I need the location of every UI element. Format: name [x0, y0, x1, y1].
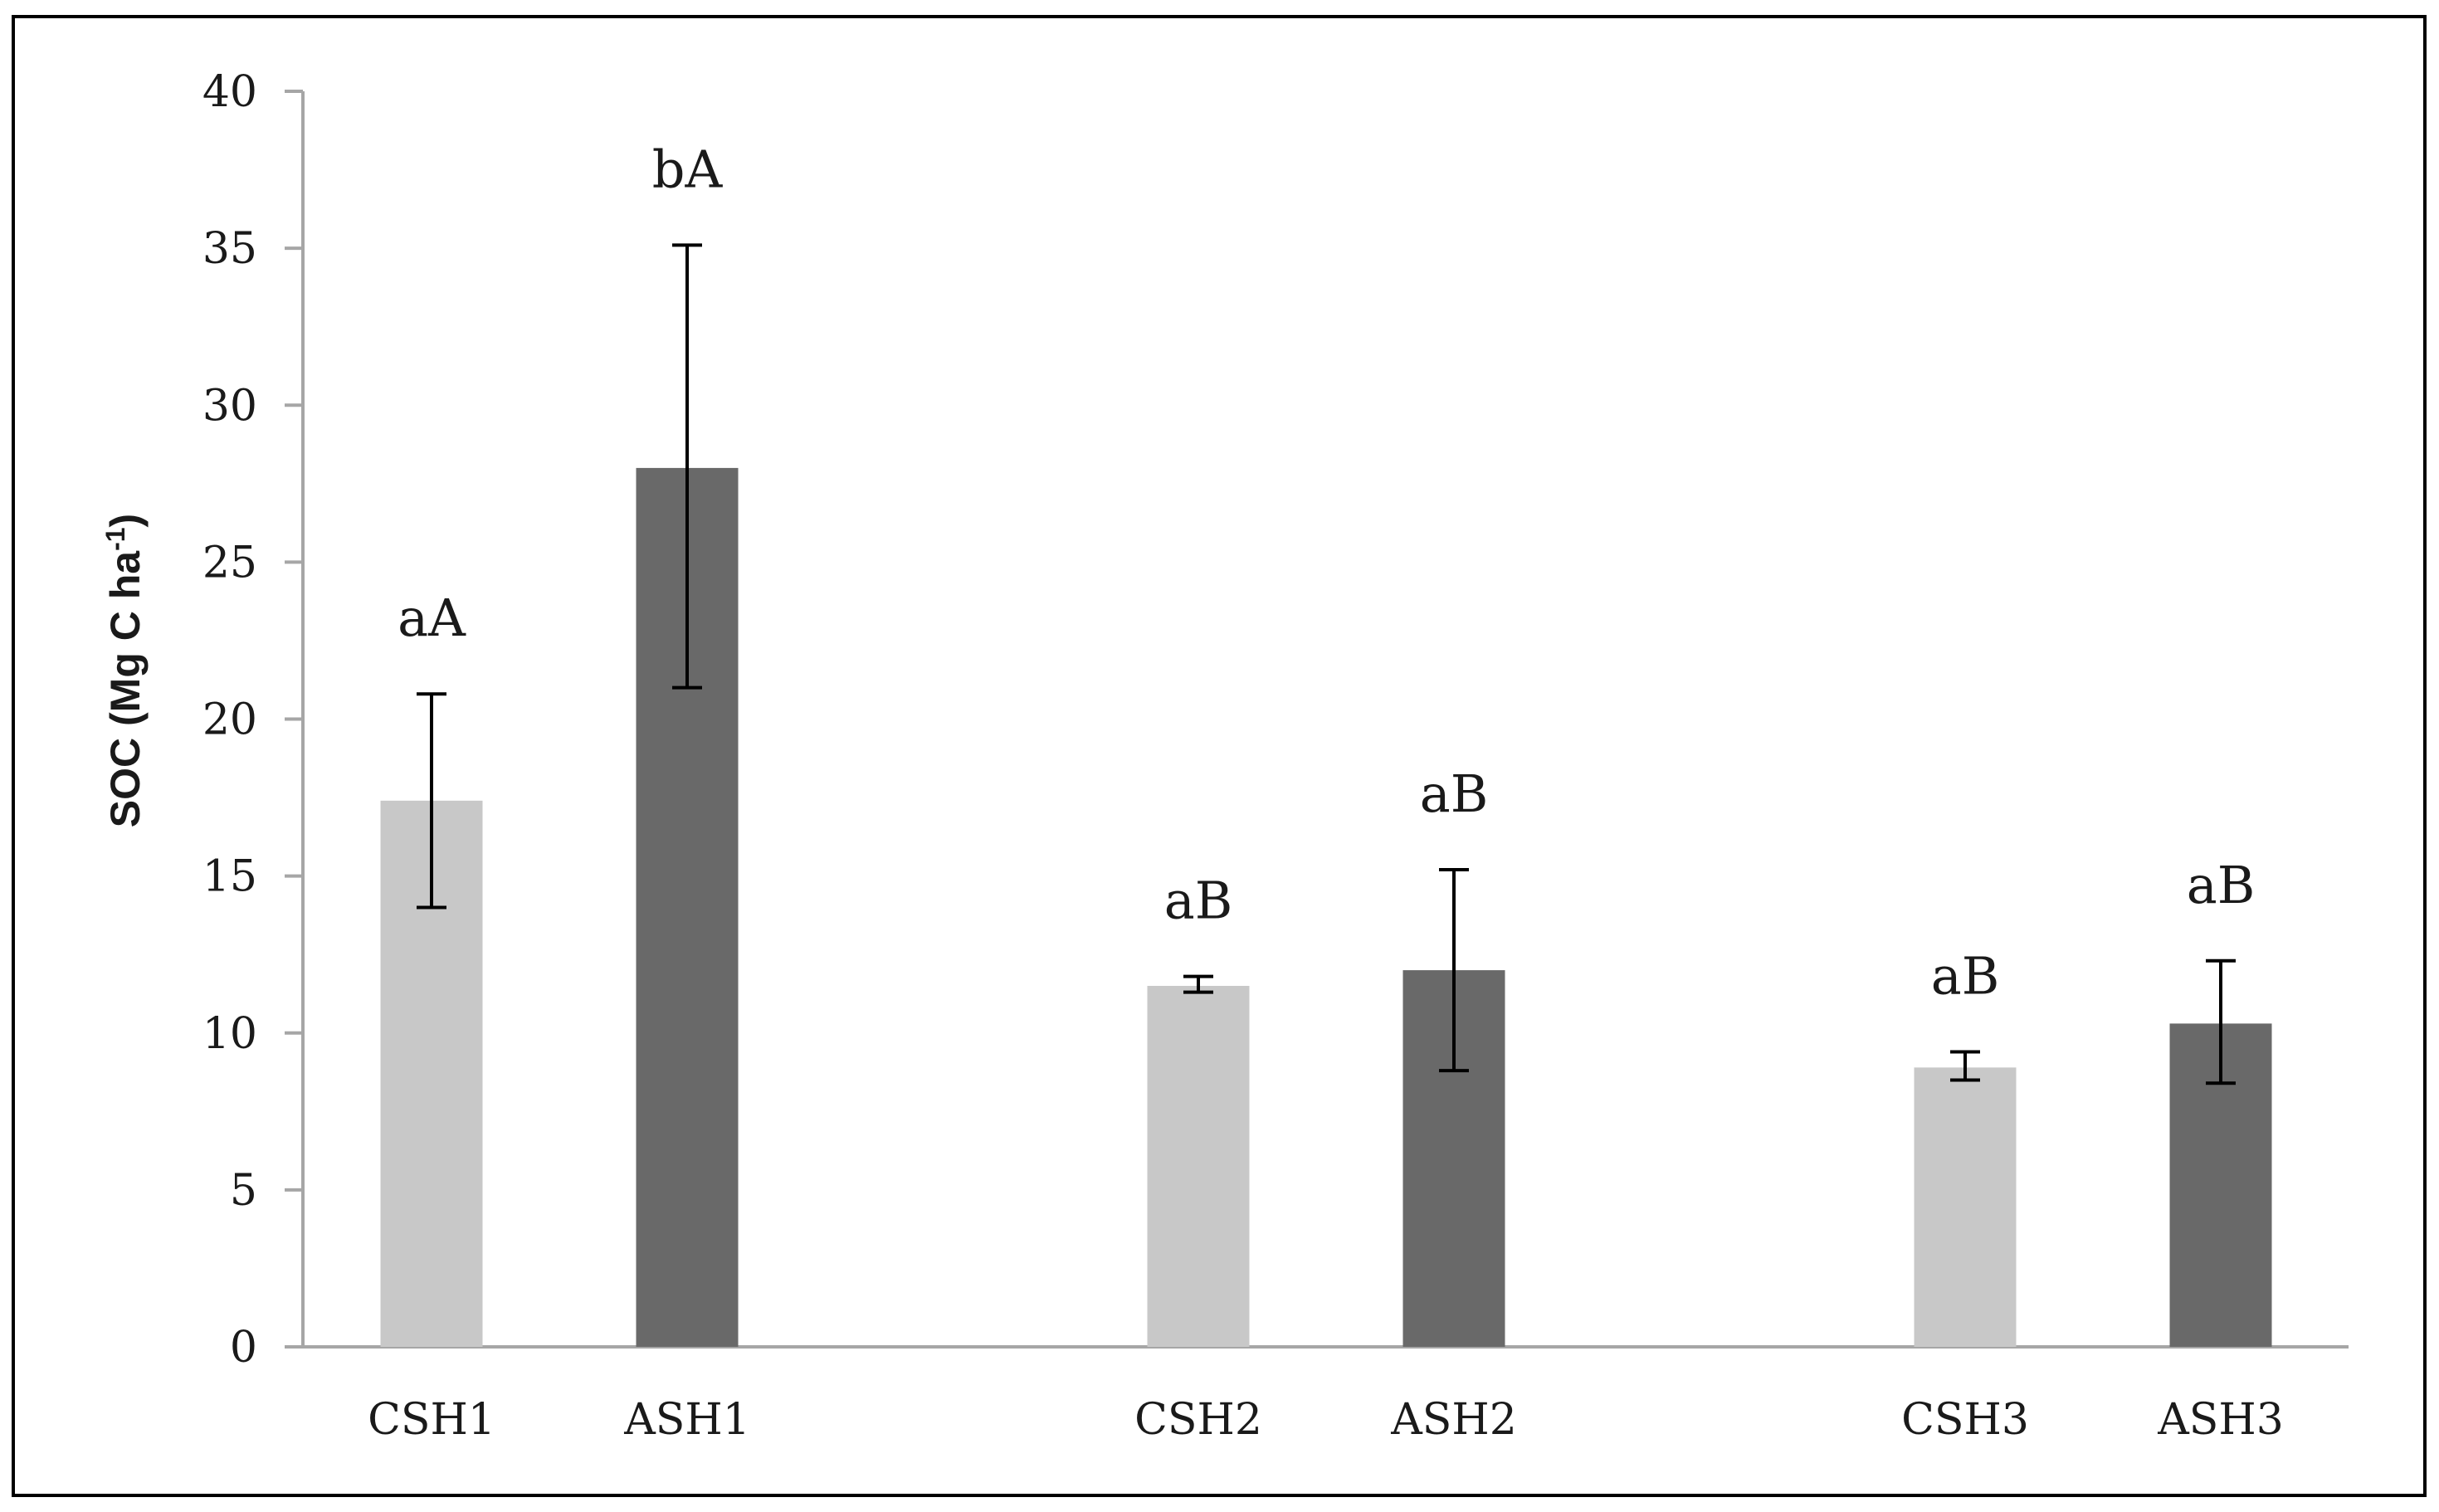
y-tick-label: 5: [230, 1166, 257, 1216]
data-label: aA: [398, 588, 466, 648]
data-label: aB: [1164, 871, 1233, 931]
y-axis-label: SOC (Mg C ha-1): [100, 514, 149, 827]
y-tick-label: 20: [202, 695, 257, 745]
y-axis-label-main: SOC (Mg C ha: [102, 550, 149, 828]
y-axis-label-superscript: -1: [100, 527, 130, 550]
y-tick-label: 40: [202, 67, 257, 117]
y-tick-label: 10: [202, 1009, 257, 1059]
bar-layer: [380, 243, 2272, 1347]
chart-frame: [12, 15, 2427, 1497]
y-tick-label: 35: [202, 224, 257, 274]
x-tick-label: CSH2: [1134, 1395, 1262, 1445]
y-tick-label: 0: [230, 1323, 257, 1373]
y-tick-label: 30: [202, 381, 257, 431]
axis-layer: 0 5 10 15 20 25 30 35 40: [202, 67, 2349, 1373]
data-label: aB: [2187, 855, 2256, 915]
y-tick-label: 25: [202, 538, 257, 588]
data-label: bA: [652, 139, 724, 199]
x-tick-label: CSH3: [1901, 1395, 2029, 1445]
x-tick-label: ASH2: [1390, 1395, 1517, 1445]
x-tick-label: ASH1: [623, 1395, 750, 1445]
x-tick-label: ASH3: [2157, 1395, 2284, 1445]
y-axis-label-close: ): [102, 514, 149, 528]
bar: [1914, 1067, 2017, 1347]
label-layer: aA CSH1 bA ASH1 aB CSH2 aB ASH2 aB CSH3 aB ASH3: [368, 139, 2284, 1445]
x-tick-label: CSH1: [368, 1395, 495, 1445]
data-label: aB: [1931, 945, 2000, 1006]
y-tick-label: 15: [202, 852, 257, 902]
bar: [1147, 986, 1250, 1347]
data-label: aB: [1420, 763, 1489, 824]
